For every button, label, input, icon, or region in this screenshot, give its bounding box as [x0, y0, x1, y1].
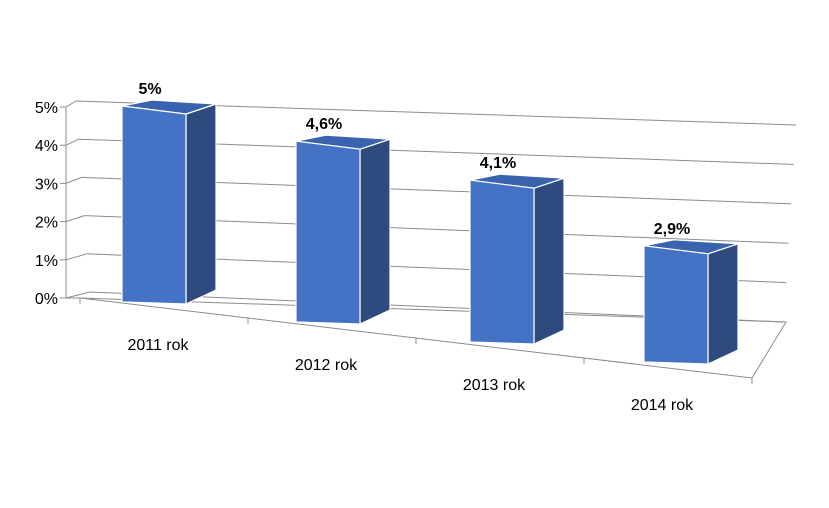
bar-side — [707, 242, 739, 365]
bar — [295, 140, 361, 325]
axes — [60, 106, 787, 384]
x-category-label: 2011 rok — [127, 337, 189, 354]
y-tick-label: 2% — [35, 215, 58, 232]
data-labels: 5% 4,6% 4,1% 2,9% — [138, 81, 690, 238]
bar — [121, 105, 187, 305]
x-category-label: 2012 rok — [295, 357, 358, 374]
x-category-label: 2013 rok — [463, 377, 526, 394]
bar-side — [533, 177, 565, 345]
y-tick-label: 4% — [35, 138, 58, 155]
gridline-side — [65, 176, 82, 184]
x-category-labels: 2011 rok 2012 rok 2013 rok 2014 rok — [127, 337, 694, 414]
bar-side — [359, 138, 391, 325]
data-label: 4,6% — [306, 116, 342, 133]
gridline-side — [65, 138, 80, 146]
bar — [643, 245, 709, 365]
y-tick-label: 3% — [35, 176, 58, 193]
x-category-label: 2014 rok — [631, 397, 694, 414]
gridline-side — [65, 253, 88, 261]
gridline-side — [65, 215, 85, 223]
y-tick-labels: 0% 1% 2% 3% 4% 5% — [35, 100, 58, 308]
gridline-side — [65, 291, 91, 299]
data-label: 4,1% — [480, 155, 516, 172]
y-tick-label: 5% — [35, 100, 58, 117]
data-label: 2,9% — [654, 221, 690, 238]
bar-side — [185, 103, 217, 305]
bar — [469, 179, 535, 345]
y-tick-label: 0% — [35, 291, 58, 308]
data-label: 5% — [138, 81, 161, 98]
y-tick-label: 1% — [35, 253, 58, 270]
gridline-side — [65, 100, 77, 108]
bars — [121, 99, 739, 365]
